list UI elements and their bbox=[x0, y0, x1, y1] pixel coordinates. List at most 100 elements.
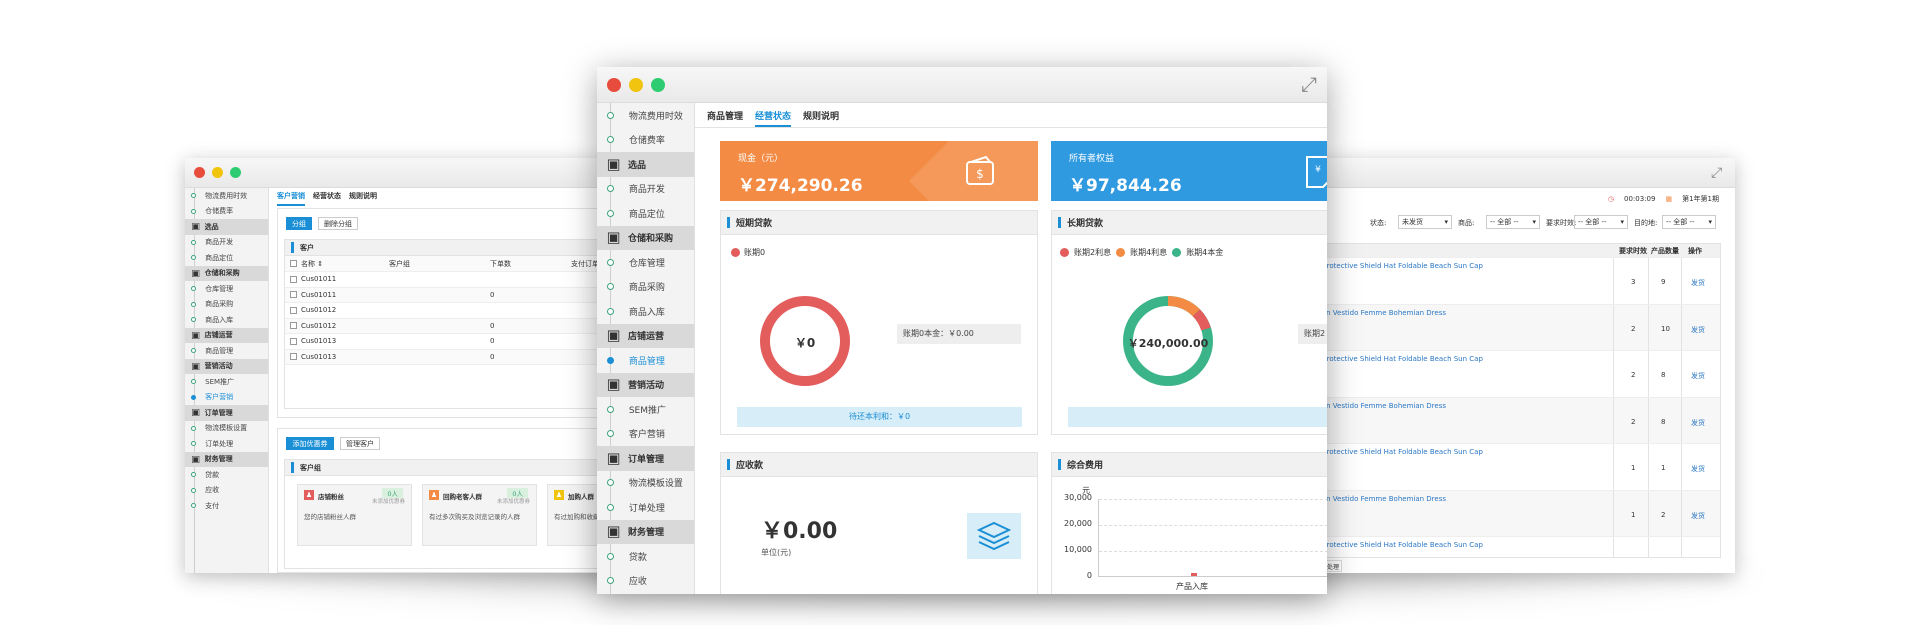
zoom-icon[interactable] bbox=[230, 167, 241, 178]
ship-link[interactable]: 发货 bbox=[1691, 465, 1705, 473]
customer-group-card[interactable]: ♟ 回购老客人群 0人 未添加优惠券 有过多次购买及浏览记录的人群 bbox=[422, 484, 537, 546]
sidebar-item-10[interactable]: 商品管理 bbox=[597, 348, 694, 373]
product-link[interactable]: se Cotton Vestido Femme Bohemian Dress bbox=[1300, 308, 1446, 317]
sidebar-item-14[interactable]: ▣ 订单管理 bbox=[597, 446, 694, 471]
timer-value: 00:03:09 bbox=[1624, 195, 1656, 203]
sidebar-item-7[interactable]: 商品采购 bbox=[597, 275, 694, 300]
row-checkbox[interactable] bbox=[290, 322, 297, 330]
tab-1[interactable]: 经营状态 bbox=[313, 192, 341, 200]
delete-group-button[interactable]: 删除分组 bbox=[318, 217, 358, 230]
filter-select[interactable]: 未发货 ▾ bbox=[1398, 215, 1452, 229]
row-checkbox[interactable] bbox=[290, 275, 297, 283]
store-icon: ▣ bbox=[191, 329, 200, 341]
sidebar-item-5[interactable]: ▣ 仓储和采购 bbox=[185, 265, 268, 281]
group-button[interactable]: 分组 bbox=[286, 217, 312, 230]
close-icon[interactable] bbox=[194, 167, 205, 178]
close-icon[interactable] bbox=[607, 78, 621, 92]
sidebar-item-17[interactable]: ▣ 财务管理 bbox=[597, 519, 694, 544]
sidebar-item-18[interactable]: 贷款 bbox=[185, 467, 268, 483]
ship-link[interactable]: 发货 bbox=[1691, 325, 1705, 334]
sidebar-item-1[interactable]: 仓储费率 bbox=[597, 128, 694, 153]
table-row[interactable]: Cus01011 bbox=[285, 272, 625, 288]
tab-1[interactable]: 经营状态 bbox=[755, 109, 792, 127]
long-loan-donut bbox=[1123, 295, 1213, 386]
table-row[interactable]: Cus01012 0 bbox=[285, 318, 625, 334]
sidebar-item-1[interactable]: 仓储费率 bbox=[185, 204, 268, 220]
manage-customers-button[interactable]: 管理客户 bbox=[340, 437, 380, 450]
sidebar-item-16[interactable]: 订单处理 bbox=[185, 436, 268, 452]
filter-select[interactable]: -- 全部 -- ▾ bbox=[1574, 215, 1628, 229]
sidebar-item-14[interactable]: ▣ 订单管理 bbox=[185, 405, 268, 421]
ship-link[interactable]: 发货 bbox=[1691, 279, 1705, 287]
sidebar-item-9[interactable]: ▣ 店铺运营 bbox=[597, 323, 694, 348]
row-checkbox[interactable] bbox=[290, 306, 297, 314]
select-all-checkbox[interactable] bbox=[290, 260, 297, 267]
ship-link[interactable]: 发货 bbox=[1691, 372, 1705, 380]
minimize-icon[interactable] bbox=[212, 167, 223, 178]
sidebar-item-17[interactable]: ▣ 财务管理 bbox=[185, 451, 268, 467]
sidebar-item-19[interactable]: 应收 bbox=[185, 483, 268, 499]
sidebar-item-11[interactable]: ▣ 营销活动 bbox=[597, 372, 694, 397]
product-link[interactable]: e Lady Protective Shield Hat Foldable Be… bbox=[1300, 448, 1483, 456]
sidebar-item-10[interactable]: 商品管理 bbox=[185, 343, 268, 359]
table-row[interactable]: Cus01012 bbox=[285, 303, 625, 319]
add-coupon-button[interactable]: 添加优惠券 bbox=[286, 437, 334, 450]
sidebar-item-6[interactable]: 仓库管理 bbox=[597, 250, 694, 275]
sidebar-item-4[interactable]: 商品定位 bbox=[597, 201, 694, 226]
sidebar-item-20[interactable]: 支付 bbox=[185, 498, 268, 514]
row-checkbox[interactable] bbox=[290, 353, 297, 361]
sidebar-item-15[interactable]: 物流模板设置 bbox=[185, 421, 268, 437]
row-checkbox[interactable] bbox=[290, 291, 297, 299]
sidebar-item-0[interactable]: 物流费用时效 bbox=[185, 188, 268, 204]
sidebar-item-2[interactable]: ▣ 选品 bbox=[597, 152, 694, 177]
sidebar-item-13[interactable]: 客户营销 bbox=[185, 390, 268, 406]
sidebar-item-4[interactable]: 商品定位 bbox=[185, 250, 268, 266]
minimize-icon[interactable] bbox=[629, 78, 643, 92]
tree-node-icon bbox=[606, 209, 614, 217]
sidebar-item-8[interactable]: 商品入库 bbox=[597, 299, 694, 324]
sidebar-item-3[interactable]: 商品开发 bbox=[597, 177, 694, 202]
table-row[interactable]: Cus01013 0 bbox=[285, 334, 625, 350]
product-link[interactable]: se Cotton Vestido Femme Bohemian Dress bbox=[1300, 494, 1446, 503]
sidebar-item-3[interactable]: 商品开发 bbox=[185, 235, 268, 251]
filter-select[interactable]: -- 全部 -- ▾ bbox=[1662, 215, 1716, 229]
tab-2[interactable]: 规则说明 bbox=[803, 112, 840, 122]
fullscreen-icon[interactable]: ⤢ bbox=[1301, 72, 1317, 96]
sidebar-item-9[interactable]: ▣ 店铺运营 bbox=[185, 327, 268, 343]
sidebar-item-12[interactable]: SEM推广 bbox=[597, 397, 694, 422]
table-row[interactable]: Cus01013 0 bbox=[285, 349, 625, 365]
tab-2[interactable]: 规则说明 bbox=[349, 192, 377, 200]
sidebar-item-label: 仓储和采购 bbox=[204, 269, 240, 278]
product-link[interactable]: e Lady Protective Shield Hat Foldable Be… bbox=[1300, 262, 1483, 270]
product-link[interactable]: e Lady Protective Shield Hat Foldable Be… bbox=[1300, 355, 1483, 363]
sidebar-item-15[interactable]: 物流模板设置 bbox=[597, 471, 694, 496]
sidebar-item-12[interactable]: SEM推广 bbox=[185, 374, 268, 390]
sidebar-item-19[interactable]: 应收 bbox=[597, 569, 694, 594]
tab-0[interactable]: 客户营销 bbox=[277, 191, 305, 206]
customer-group-card[interactable]: ♟ 店铺粉丝 0人 未添加优惠券 您的店铺粉丝人群 bbox=[297, 484, 412, 546]
sidebar-item-7[interactable]: 商品采购 bbox=[185, 297, 268, 313]
col-name[interactable]: 名称 ⇕ bbox=[301, 259, 324, 268]
ship-link[interactable]: 发货 bbox=[1691, 511, 1705, 520]
sidebar-item-16[interactable]: 订单处理 bbox=[597, 495, 694, 520]
sidebar-item-0[interactable]: 物流费用时效 bbox=[597, 103, 694, 128]
sidebar-item-6[interactable]: 仓库管理 bbox=[185, 281, 268, 297]
sidebar-item-18[interactable]: 贷款 bbox=[597, 544, 694, 569]
col-action: 操作 bbox=[1688, 246, 1702, 255]
fullscreen-icon[interactable]: ⤢ bbox=[1711, 165, 1723, 181]
sidebar-item-20[interactable]: 支付 bbox=[597, 593, 694, 594]
sidebar-item-5[interactable]: ▣ 仓储和采购 bbox=[597, 225, 694, 250]
filter-select[interactable]: -- 全部 -- ▾ bbox=[1486, 215, 1540, 229]
sidebar-item-13[interactable]: 客户营销 bbox=[597, 422, 694, 447]
sidebar-item-11[interactable]: ▣ 营销活动 bbox=[185, 358, 268, 374]
zoom-icon[interactable] bbox=[651, 78, 665, 92]
sidebar-item-8[interactable]: 商品入库 bbox=[185, 312, 268, 328]
row-checkbox[interactable] bbox=[290, 337, 297, 345]
sidebar-item-2[interactable]: ▣ 选品 bbox=[185, 219, 268, 235]
ship-link[interactable]: 发货 bbox=[1691, 418, 1705, 427]
tab-0[interactable]: 商品管理 bbox=[707, 112, 744, 122]
tree-node-icon bbox=[191, 193, 197, 199]
product-link[interactable]: se Cotton Vestido Femme Bohemian Dress bbox=[1300, 401, 1446, 410]
table-row[interactable]: Cus01011 0 bbox=[285, 287, 625, 303]
product-link[interactable]: e Lady Protective Shield Hat Foldable Be… bbox=[1300, 541, 1483, 549]
